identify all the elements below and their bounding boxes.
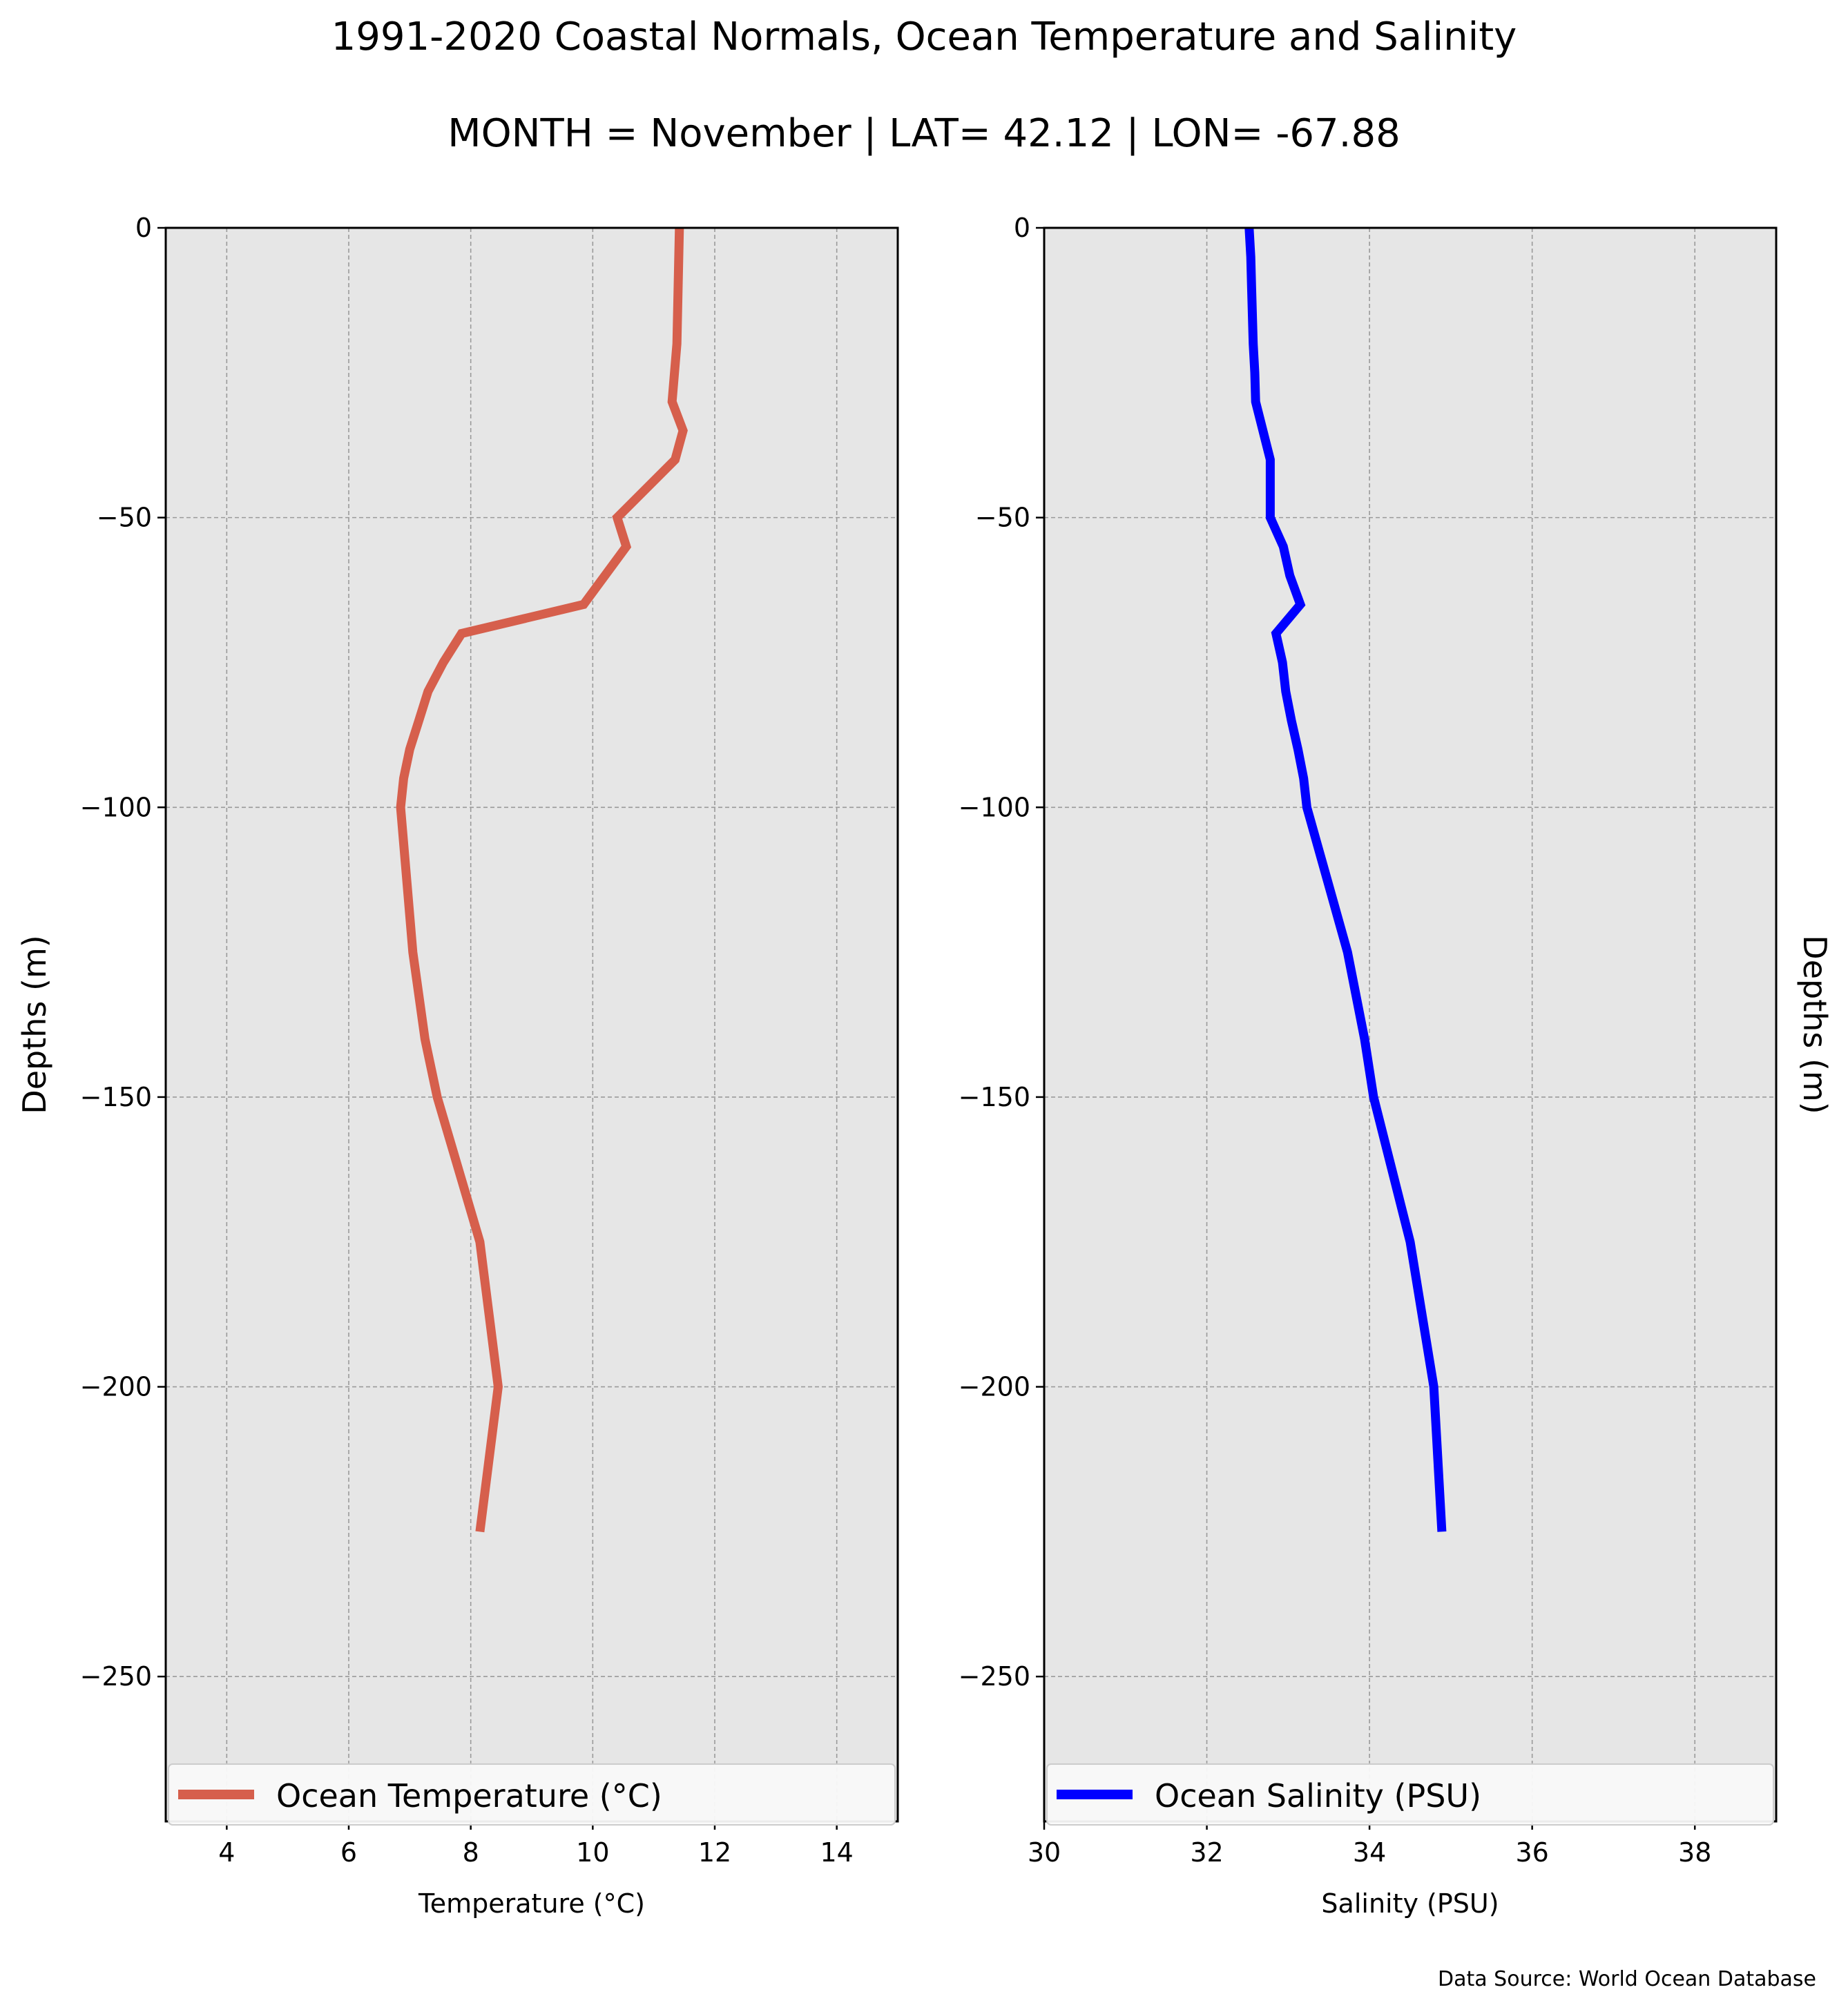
y-axis-label: Depths (m) [1796,935,1833,1114]
x-tick-label: 10 [576,1837,609,1868]
y-tick-label: 0 [1014,213,1030,243]
grid [166,228,898,1821]
plot-area-background [166,228,898,1821]
temperature-panel: 4 6 8 10 12 14 0 −50 −100 −150 −200 −250 Ocean Temp… [16,213,899,1919]
salinity-panel: 30 32 34 36 38 0 −50 −100 −150 −200 −250 Ocean Sal… [959,213,1833,1919]
y-tick-label: −50 [975,503,1030,533]
x-tick-label: 30 [1028,1837,1061,1868]
y-tick-label: −250 [80,1661,152,1692]
y-tick-label: −100 [959,792,1030,822]
x-tick-label: 38 [1678,1837,1711,1868]
x-tick-label: 6 [340,1837,357,1868]
y-tick-label: −50 [97,503,152,533]
legend-label: Ocean Temperature (°C) [276,1777,662,1815]
y-tick-label: −150 [80,1082,152,1112]
y-tick-label: −200 [80,1372,152,1402]
x-tick-label: 4 [218,1837,235,1868]
x-tick-label: 34 [1353,1837,1386,1868]
plot-area-background [1044,228,1776,1821]
legend-label: Ocean Salinity (PSU) [1155,1777,1481,1815]
data-source-note: Data Source: World Ocean Database [1438,1967,1816,1991]
y-axis-label: Depths (m) [16,935,53,1114]
x-tick-label: 12 [698,1837,731,1868]
series-line [396,227,688,1533]
ticks: 4 6 8 10 12 14 0 −50 −100 −150 −200 −250 [80,213,854,1868]
x-tick-label: 8 [463,1837,479,1868]
x-tick-label: 36 [1515,1837,1548,1868]
legend-box [1046,1763,1774,1826]
series-layer [396,227,688,1533]
y-tick-label: −150 [959,1082,1030,1112]
y-tick-label: −100 [80,792,152,822]
legend: Ocean Temperature (°C) [168,1763,896,1826]
x-tick-label: 14 [820,1837,853,1868]
ticks: 30 32 34 36 38 0 −50 −100 −150 −200 −250 [959,213,1712,1868]
y-tick-label: 0 [135,213,152,243]
x-axis-label: Salinity (PSU) [1321,1888,1499,1919]
series-line [1244,227,1447,1532]
grid [1044,228,1776,1821]
chart-subtitle: MONTH = November | LAT= 42.12 | LON= -67… [447,111,1401,156]
legend: Ocean Salinity (PSU) [1046,1763,1774,1826]
x-axis-label: Temperature (°C) [418,1888,645,1919]
series-layer [1244,227,1447,1532]
y-tick-label: −250 [959,1661,1030,1692]
y-tick-label: −200 [959,1372,1030,1402]
x-tick-label: 32 [1190,1837,1223,1868]
chart-title: 1991-2020 Coastal Normals, Ocean Tempera… [331,14,1517,59]
legend-box [168,1763,896,1826]
